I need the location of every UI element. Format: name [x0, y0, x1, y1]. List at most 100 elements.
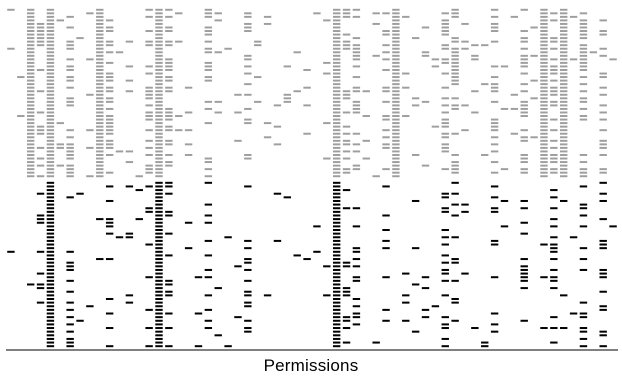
upper-gray-cell: [560, 104, 567, 106]
upper-gray-cell: [47, 104, 54, 106]
upper-gray-cell: [580, 12, 587, 14]
upper-gray-cell: [521, 112, 528, 114]
lower-black-cell: [66, 345, 73, 347]
lower-black-cell: [205, 320, 212, 322]
upper-gray-cell: [165, 143, 172, 145]
upper-gray-cell: [205, 34, 212, 36]
upper-gray-cell: [165, 76, 172, 78]
upper-gray-cell: [333, 73, 340, 75]
upper-gray-cell: [47, 140, 54, 142]
upper-gray-cell: [451, 55, 458, 57]
lower-black-cell: [165, 291, 172, 293]
upper-gray-cell: [451, 58, 458, 60]
upper-gray-cell: [521, 30, 528, 32]
upper-gray-cell: [550, 147, 557, 149]
upper-gray-cell: [333, 16, 340, 18]
lower-black-cell: [333, 345, 340, 347]
upper-gray-cell: [333, 58, 340, 60]
upper-gray-cell: [521, 90, 528, 92]
lower-black-cell: [165, 345, 172, 347]
lower-black-cell: [599, 182, 606, 184]
upper-gray-cell: [599, 119, 606, 121]
upper-gray-cell: [323, 158, 330, 160]
upper-gray-cell: [580, 58, 587, 60]
lower-black-cell: [145, 185, 152, 187]
upper-gray-cell: [7, 48, 14, 50]
lower-black-cell: [244, 327, 251, 329]
lower-black-cell: [442, 294, 449, 296]
upper-gray-cell: [333, 9, 340, 11]
upper-gray-cell: [47, 30, 54, 32]
lower-black-cell: [126, 302, 133, 304]
upper-gray-cell: [333, 158, 340, 160]
lower-black-cell: [155, 247, 162, 249]
upper-gray-cell: [155, 37, 162, 39]
upper-gray-cell: [165, 27, 172, 29]
upper-gray-cell: [106, 62, 113, 64]
upper-gray-cell: [47, 19, 54, 21]
upper-gray-cell: [540, 154, 547, 156]
lower-black-cell: [155, 305, 162, 307]
upper-gray-cell: [254, 101, 261, 103]
upper-gray-cell: [145, 16, 152, 18]
lower-black-cell: [372, 342, 379, 344]
upper-gray-cell: [442, 147, 449, 149]
lower-black-cell: [550, 247, 557, 249]
upper-gray-cell: [155, 62, 162, 64]
upper-gray-cell: [560, 90, 567, 92]
upper-gray-cell: [96, 80, 103, 82]
upper-gray-cell: [66, 158, 73, 160]
upper-gray-cell: [353, 112, 360, 114]
lower-black-cell: [333, 291, 340, 293]
lower-black-cell: [244, 302, 251, 304]
upper-gray-cell: [126, 65, 133, 67]
upper-gray-cell: [27, 27, 34, 29]
upper-gray-cell: [353, 58, 360, 60]
upper-gray-cell: [27, 140, 34, 142]
upper-gray-cell: [392, 87, 399, 89]
upper-gray-cell: [66, 16, 73, 18]
lower-black-cell: [47, 320, 54, 322]
upper-gray-cell: [580, 154, 587, 156]
upper-gray-cell: [27, 48, 34, 50]
upper-gray-cell: [47, 126, 54, 128]
lower-black-cell: [47, 342, 54, 344]
lower-black-cell: [47, 222, 54, 224]
upper-gray-cell: [343, 150, 350, 152]
upper-gray-cell: [402, 87, 409, 89]
upper-gray-cell: [521, 140, 528, 142]
upper-gray-cell: [550, 12, 557, 14]
upper-gray-cell: [353, 76, 360, 78]
lower-black-cell: [442, 229, 449, 231]
upper-gray-cell: [372, 23, 379, 25]
lower-black-cell: [205, 214, 212, 216]
upper-gray-cell: [599, 30, 606, 32]
upper-gray-cell: [27, 90, 34, 92]
upper-gray-cell: [491, 136, 498, 138]
x-axis-label: Permissions: [0, 356, 622, 376]
lower-black-cell: [323, 294, 330, 296]
upper-gray-cell: [57, 143, 64, 145]
upper-gray-cell: [165, 112, 172, 114]
upper-gray-cell: [392, 27, 399, 29]
lower-black-cell: [195, 276, 202, 278]
upper-gray-cell: [57, 122, 64, 124]
upper-gray-cell: [37, 90, 44, 92]
upper-gray-cell: [560, 62, 567, 64]
upper-gray-cell: [155, 65, 162, 67]
lower-black-cell: [47, 211, 54, 213]
lower-black-cell: [550, 189, 557, 191]
lower-black-cell: [244, 320, 251, 322]
lower-black-cell: [37, 287, 44, 289]
upper-gray-cell: [155, 97, 162, 99]
lower-black-cell: [37, 218, 44, 220]
upper-gray-cell: [106, 143, 113, 145]
upper-gray-cell: [96, 140, 103, 142]
upper-gray-cell: [47, 44, 54, 46]
lower-black-cell: [451, 214, 458, 216]
lower-black-cell: [412, 200, 419, 202]
upper-gray-cell: [382, 129, 389, 131]
upper-gray-cell: [47, 168, 54, 170]
upper-gray-cell: [116, 150, 123, 152]
lower-black-cell: [422, 287, 429, 289]
